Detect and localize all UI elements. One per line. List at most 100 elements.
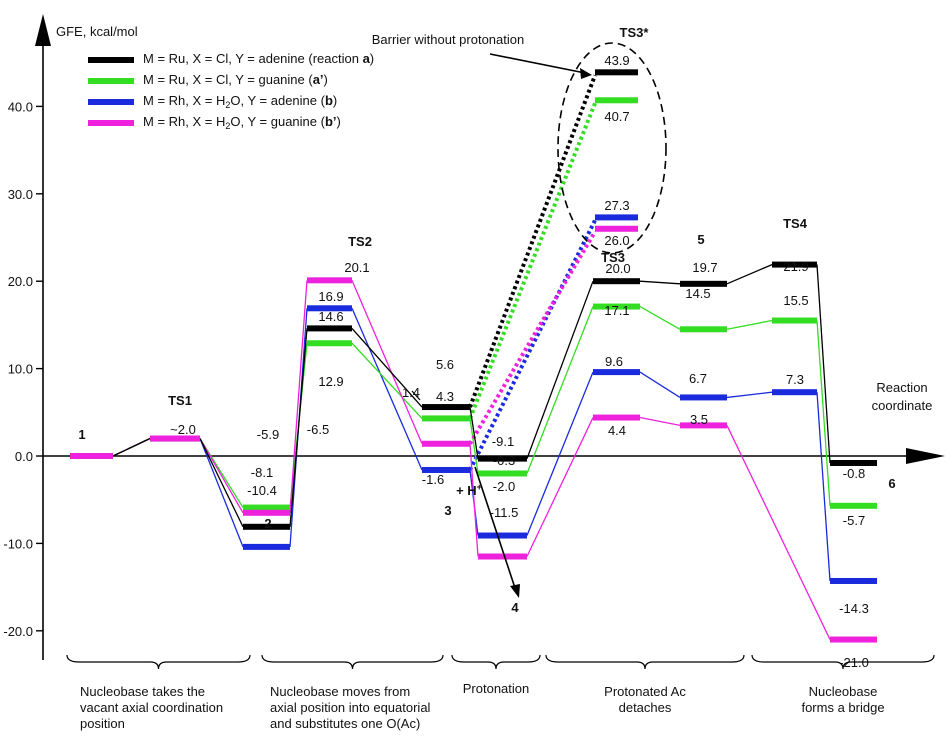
- protonation-arrow: [474, 466, 516, 589]
- value-label-black: -8.1: [251, 465, 273, 480]
- ts3star-ellipse: [557, 42, 667, 254]
- barrier-annotation: Barrier without protonation: [372, 32, 524, 47]
- barrier-arrow: [489, 53, 586, 74]
- point-label: 3: [444, 503, 451, 518]
- phase-label: position: [80, 716, 125, 731]
- connector-black: [469, 406, 479, 459]
- value-label-green: -5.7: [843, 513, 865, 528]
- dotted-connector-black: [468, 74, 597, 408]
- value-label-green: 4.3: [436, 389, 454, 404]
- connector-magenta: [726, 425, 831, 640]
- connector-blue: [199, 438, 244, 548]
- connector-black: [726, 263, 773, 285]
- point-label: 5: [697, 232, 704, 247]
- connector-black: [816, 264, 831, 464]
- connector-black: [199, 438, 244, 528]
- level-green-4: [422, 415, 470, 422]
- value-label-blue-ts3star: 27.3: [604, 198, 629, 213]
- value-label-green: 17.1: [604, 303, 629, 318]
- level-magenta-0: [70, 453, 113, 459]
- axes: GFE, kcal/mol Reaction coordinate 40.0 30.0 2…: [3, 14, 945, 660]
- y-tick-label: 30.0: [8, 187, 33, 202]
- connector-lines: [112, 74, 831, 640]
- connector-magenta: [351, 280, 423, 445]
- connector-green: [351, 342, 423, 419]
- level-black-4: [422, 404, 470, 411]
- energy-levels: [70, 69, 877, 643]
- legend-label-blue: M = Rh, X = H2O, Y = adenine (b): [143, 93, 337, 110]
- stationary-point-labels: 1 TS1 2 TS2 3 4 TS3 5 TS4 6 TS3*: [78, 25, 895, 615]
- barrier-arrow-head: [580, 68, 592, 79]
- value-label-green: 12.9: [318, 374, 343, 389]
- phase-label: forms a bridge: [801, 700, 884, 715]
- connector-black: [351, 327, 423, 408]
- phase-label: and substitutes one O(Ac): [270, 716, 420, 731]
- phase-label: Nucleobase: [809, 684, 878, 699]
- y-tick-label: 10.0: [8, 362, 33, 377]
- value-label-black: -0.8: [843, 466, 865, 481]
- point-label: TS3: [601, 250, 625, 265]
- point-label: TS1: [168, 393, 192, 408]
- dotted-connector-green: [468, 102, 597, 420]
- x-axis-arrow: [906, 448, 945, 464]
- level-blue-8: [772, 389, 817, 396]
- point-label: 1: [78, 427, 85, 442]
- value-label-green: 15.5: [783, 293, 808, 308]
- level-black-3: [307, 325, 352, 332]
- level-blue-5: [478, 532, 527, 539]
- level-magenta-9: [830, 636, 877, 643]
- phase-label: Protonated Ac: [604, 684, 686, 699]
- connector-magenta: [526, 417, 594, 557]
- value-label-magenta: 20.1: [344, 260, 369, 275]
- level-magenta-7: [680, 422, 727, 429]
- value-label-blue: 6.7: [689, 371, 707, 386]
- connector-blue: [726, 391, 773, 399]
- legend-label-green: M = Ru, X = Cl, Y = guanine (a’): [143, 72, 328, 87]
- legend-swatch-magenta: [88, 120, 134, 126]
- connector-blue: [351, 308, 423, 471]
- phase-brace: [66, 654, 251, 670]
- connector-blue: [816, 392, 831, 582]
- value-label-magenta: -11.5: [490, 505, 519, 520]
- level-green-2: [243, 504, 290, 511]
- connector-magenta: [289, 280, 308, 513]
- value-label-blue: -14.3: [839, 601, 869, 616]
- level-green-5: [478, 470, 527, 477]
- point-label: 4: [511, 600, 519, 615]
- level-blue-2: [243, 543, 290, 550]
- protonation-arrow-head: [510, 584, 520, 598]
- dotted-connector-magenta: [468, 230, 597, 445]
- point-label: 2: [264, 516, 271, 531]
- legend-swatch-green: [88, 78, 134, 84]
- level-blue-6: [593, 369, 640, 376]
- value-label-black: 14.6: [318, 309, 343, 324]
- y-axis-title: GFE, kcal/mol: [56, 24, 138, 39]
- point-label: TS4: [783, 216, 808, 231]
- level-black-6: [593, 278, 640, 285]
- level-black-8: [772, 261, 817, 268]
- value-label-blue: -1.6: [422, 472, 444, 487]
- level-green-7: [680, 326, 727, 333]
- value-label-blue: 9.6: [605, 354, 623, 369]
- connector-green: [526, 306, 594, 474]
- x-axis-title: coordinate: [872, 398, 933, 413]
- phase-label: Nucleobase takes the: [80, 684, 205, 699]
- level-magenta-2: [243, 509, 290, 516]
- level-black-2: [243, 523, 290, 530]
- y-tick-label: 40.0: [8, 99, 33, 114]
- connector-black: [289, 328, 308, 527]
- level-blue-7: [680, 394, 727, 401]
- phase-brace: [261, 654, 444, 670]
- connector-black: [639, 280, 681, 285]
- phase-label: detaches: [619, 700, 672, 715]
- value-label-green: 14.5: [685, 286, 710, 301]
- level-black-ts3star: [595, 69, 638, 76]
- level-green-ts3star: [595, 97, 638, 104]
- value-label-blue: -10.4: [247, 483, 277, 498]
- x-axis-title: Reaction: [876, 380, 927, 395]
- level-magenta-5: [478, 553, 527, 560]
- tick-mark: [411, 390, 421, 401]
- level-magenta-1: [150, 435, 200, 442]
